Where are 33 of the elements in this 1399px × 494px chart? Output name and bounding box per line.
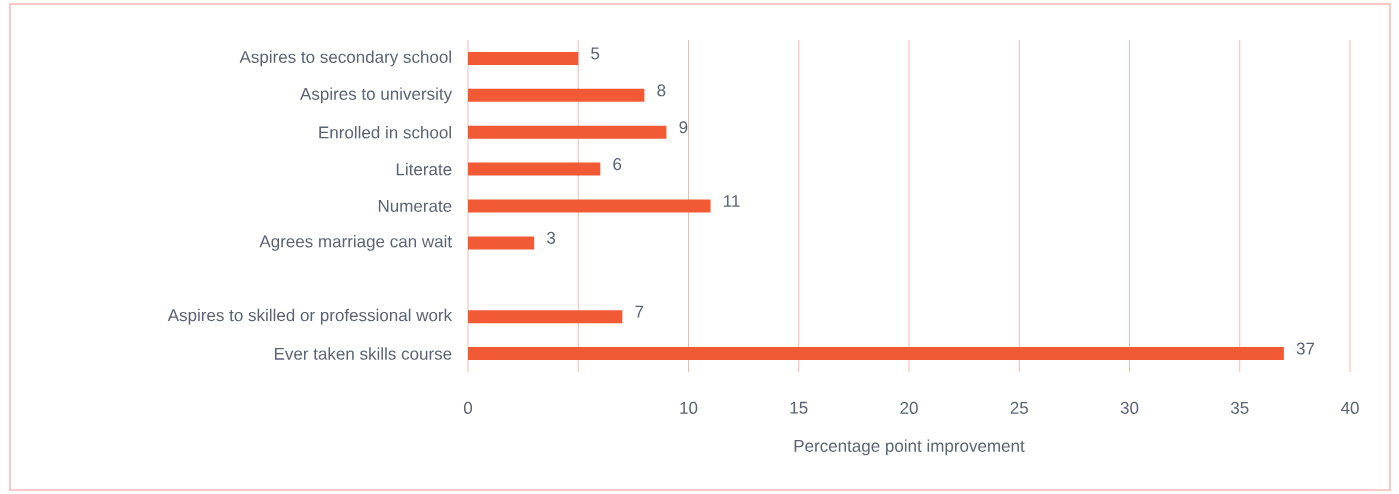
bar [468, 51, 579, 65]
y-tick-label: Agrees marriage can wait [259, 234, 452, 251]
bar [468, 162, 601, 176]
x-tick-label: 15 [790, 401, 808, 414]
data-label: 5 [591, 47, 600, 60]
bar [468, 236, 535, 250]
y-tick-label: Aspires to secondary school [239, 50, 451, 67]
bar [468, 88, 645, 102]
data-label: 9 [679, 121, 688, 134]
x-tick-label: 40 [1340, 401, 1359, 414]
x-axis-title: Percentage point improvement [794, 439, 1025, 456]
y-tick-label: Numerate [378, 200, 452, 212]
data-label: 11 [724, 195, 740, 207]
x-tick-label: 30 [1120, 401, 1139, 414]
x-tick-label: 35 [1230, 401, 1249, 414]
data-label: 8 [657, 84, 666, 97]
bar [468, 199, 711, 213]
data-label: 6 [613, 158, 622, 171]
bar [468, 125, 667, 139]
y-tick-label: Aspires to university [300, 87, 453, 104]
y-tick-label: Enrolled in school [319, 125, 451, 139]
data-label: 7 [635, 305, 644, 318]
data-label: 37 [1296, 342, 1315, 355]
x-tick-label: 0 [463, 401, 473, 414]
data-label: 3 [546, 231, 556, 244]
y-tick-label: Literate [396, 162, 452, 176]
x-tick-label: 20 [900, 401, 918, 414]
x-tick-label: 10 [680, 401, 698, 414]
y-tick-label: Aspires to skilled or professional work [167, 308, 453, 325]
y-tick-label: Ever taken skills course [274, 347, 452, 360]
x-tick-label: 25 [1010, 401, 1028, 414]
bar [468, 347, 1284, 361]
bar [468, 310, 623, 324]
